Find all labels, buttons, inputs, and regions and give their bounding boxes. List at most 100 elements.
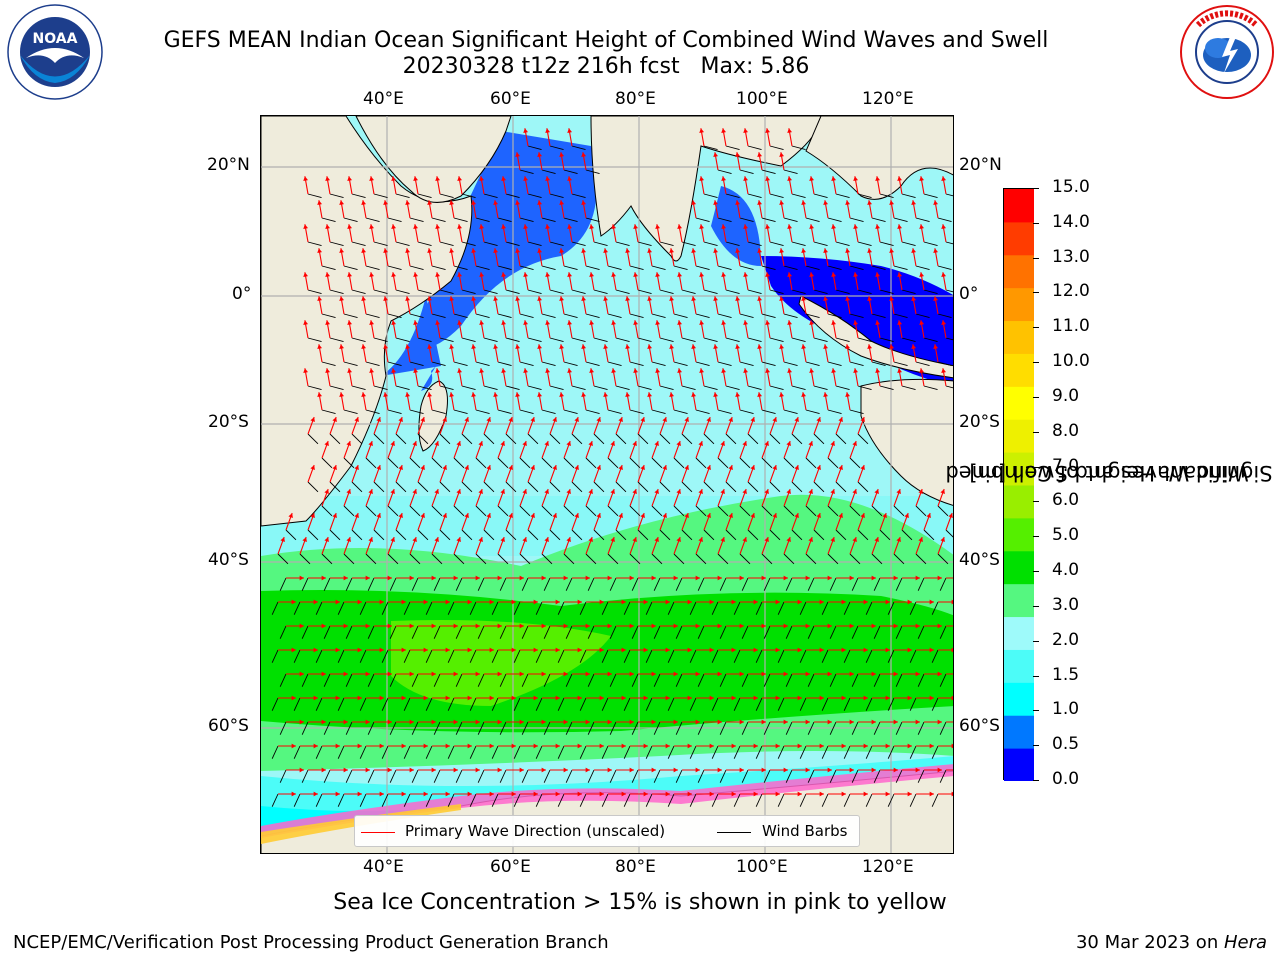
- wave-arrow-head: [489, 695, 494, 701]
- wave-arrow-head: [717, 623, 722, 629]
- wave-arrow-head: [599, 791, 604, 797]
- wind-barb: [431, 217, 446, 222]
- wave-arrow-head: [948, 513, 953, 519]
- wave-arrow-head: [721, 368, 726, 374]
- wind-barb: [719, 673, 727, 687]
- wave-arrow-head: [669, 344, 674, 350]
- wave-arrow-head: [618, 513, 623, 519]
- wind-barb: [271, 601, 279, 615]
- wave-arrow-head: [665, 695, 670, 701]
- wind-barb: [535, 649, 543, 663]
- colorbar-tick-label: 12.0: [1052, 281, 1090, 302]
- colorbar-tick-mark: [1033, 222, 1039, 224]
- wave-arrow-head: [457, 272, 462, 278]
- wind-barb: [805, 505, 817, 517]
- wave-arrow-head: [676, 489, 681, 495]
- wind-barb: [653, 673, 661, 687]
- wind-barb: [337, 697, 345, 711]
- wind-barb: [373, 385, 388, 390]
- wave-arrow-head: [313, 743, 318, 749]
- colorbar-tick-mark: [1033, 501, 1039, 503]
- wind-barb: [769, 385, 784, 390]
- wind-barb: [901, 241, 916, 246]
- wave-arrow-head: [339, 392, 344, 398]
- wind-barb: [615, 385, 630, 390]
- wind-barb: [345, 625, 353, 639]
- wind-barb: [579, 745, 587, 759]
- wave-arrow-head: [662, 513, 667, 519]
- wave-arrow-head: [841, 743, 846, 749]
- wave-arrow-head: [929, 791, 934, 797]
- wave-arrow-head: [673, 719, 678, 725]
- wind-barb: [271, 649, 279, 663]
- wave-arrow-head: [475, 575, 480, 581]
- wave-arrow-head: [889, 344, 894, 350]
- wind-barb: [593, 433, 605, 445]
- wind-barb: [695, 409, 710, 414]
- wind-barb: [717, 217, 732, 222]
- wave-arrow-head: [655, 368, 660, 374]
- wind-barb: [939, 625, 947, 639]
- wind-barb: [469, 793, 477, 807]
- wind-barb: [873, 673, 881, 687]
- wind-barb: [483, 241, 498, 246]
- wind-barb: [321, 553, 333, 565]
- wave-arrow-head: [743, 224, 748, 230]
- wind-barb: [505, 193, 520, 198]
- wind-barb: [587, 769, 595, 783]
- wind-barb: [439, 337, 454, 342]
- wave-arrow-head: [753, 791, 758, 797]
- wind-barb: [409, 457, 421, 469]
- wind-barb: [813, 529, 825, 541]
- wave-arrow-head: [545, 320, 550, 326]
- wave-arrow-head: [761, 767, 766, 773]
- lon-tick-top-100e: 100°E: [736, 89, 788, 109]
- wave-arrow-head: [299, 623, 304, 629]
- wave-arrow-head: [743, 320, 748, 326]
- wind-barb: [769, 289, 784, 294]
- wave-arrow-head: [731, 791, 736, 797]
- wind-barb: [667, 793, 675, 807]
- wave-arrow-head: [787, 272, 792, 278]
- wind-barb: [403, 697, 411, 711]
- colorbar-segment: [1004, 748, 1034, 781]
- wind-barb: [329, 337, 344, 342]
- wave-arrow-head: [434, 537, 439, 543]
- wind-barb: [505, 385, 520, 390]
- wind-barb: [931, 697, 939, 711]
- wave-arrow-head: [929, 647, 934, 653]
- wave-arrow-head: [409, 719, 414, 725]
- wind-barb: [403, 745, 411, 759]
- wind-barb: [527, 481, 539, 493]
- wave-arrow-head: [497, 623, 502, 629]
- wind-barb: [623, 745, 631, 759]
- wave-arrow-head: [699, 128, 704, 134]
- wind-barb: [543, 721, 551, 735]
- wave-arrow-head: [665, 743, 670, 749]
- wind-barb: [939, 673, 947, 687]
- wind-barb: [499, 769, 507, 783]
- wind-barb: [549, 241, 564, 246]
- wind-barb: [739, 457, 751, 469]
- wave-arrow-head: [691, 248, 696, 254]
- wave-arrow-head: [651, 623, 656, 629]
- wave-arrow-head: [317, 200, 322, 206]
- wind-barb: [497, 265, 512, 270]
- wave-arrow-head: [893, 575, 898, 581]
- wave-arrow-head: [545, 176, 550, 182]
- wind-barb: [293, 745, 301, 759]
- wave-arrow-head: [805, 671, 810, 677]
- colorbar-segment: [1004, 715, 1034, 749]
- wave-arrow-head: [427, 296, 432, 302]
- wind-barb: [469, 601, 477, 615]
- wave-arrow-head: [757, 248, 762, 254]
- wave-arrow-head: [449, 200, 454, 206]
- wind-barb: [343, 217, 358, 222]
- wave-arrow-head: [310, 513, 315, 519]
- wave-arrow-head: [508, 417, 513, 423]
- wave-arrow-head: [493, 248, 498, 254]
- wave-arrow-head: [577, 647, 582, 653]
- wave-arrow-head: [827, 575, 832, 581]
- wave-arrow-head: [339, 296, 344, 302]
- wind-barb: [417, 289, 432, 294]
